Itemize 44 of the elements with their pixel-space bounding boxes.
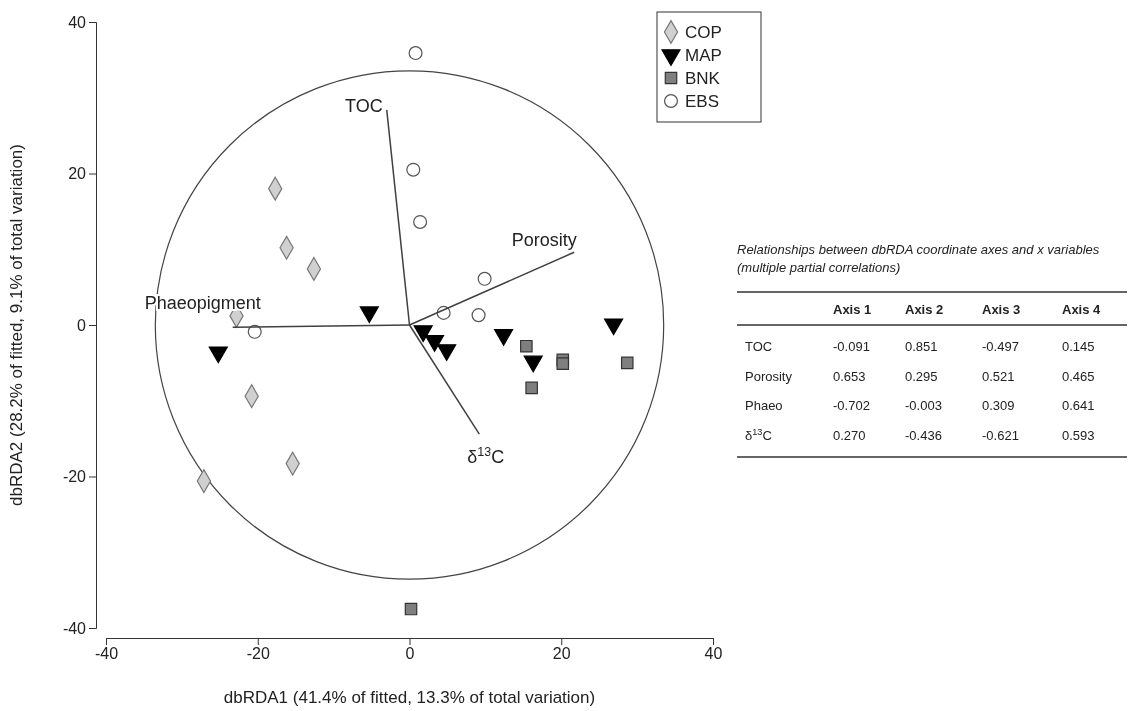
legend-label: COP <box>685 23 722 42</box>
series-label: Porosity <box>511 230 577 251</box>
text: -0.621 <box>982 427 1019 443</box>
text: 0.145 <box>1062 339 1095 354</box>
category-label: TOC <box>745 339 773 354</box>
x-tick-label: -20 <box>246 645 270 663</box>
y-tick-label: -20 <box>62 468 87 486</box>
legend-label: MAP <box>685 46 722 65</box>
category-label: Axis 3 <box>982 302 1021 317</box>
text: 0.465 <box>1062 368 1095 384</box>
text: -0.497 <box>982 339 1019 354</box>
text: 0.593 <box>1062 427 1095 443</box>
category-label: Phaeo <box>745 398 783 413</box>
y-tick-label: -40 <box>62 619 87 637</box>
y-tick-label: 40 <box>68 13 87 31</box>
legend-label: BNK <box>685 69 721 88</box>
text: 0.851 <box>905 339 938 354</box>
text: 0.653 <box>833 368 866 384</box>
text: 0.309 <box>982 398 1015 413</box>
category-label: Axis 1 <box>833 302 872 317</box>
category-label: Axis 2 <box>905 302 944 317</box>
category-label: Axis 4 <box>1062 302 1102 317</box>
text: -0.091 <box>833 339 870 354</box>
category-label: Porosity <box>745 368 792 384</box>
text: 0.295 <box>905 368 938 384</box>
y-axis-title: dbRDA2 (28.2% of fitted, 9.1% of total variation) <box>7 144 26 506</box>
legend-label: EBS <box>685 92 720 111</box>
x-axis-title: dbRDA1 (41.4% of fitted, 13.3% of total variation) <box>223 688 596 707</box>
series-label: δ$^{13}$C <box>467 445 505 468</box>
x-tick-label: 40 <box>704 645 723 663</box>
x-tick-label: 20 <box>552 645 571 663</box>
series-label: TOC <box>345 95 383 116</box>
text: -0.702 <box>833 398 870 413</box>
category-label: δ$^{13}$C <box>745 426 772 443</box>
text: -0.003 <box>905 398 942 413</box>
text: 0.521 <box>982 368 1015 384</box>
text: -0.436 <box>905 427 942 443</box>
x-tick-label: 0 <box>405 645 415 663</box>
y-tick-label: 0 <box>77 316 87 334</box>
text: 0.641 <box>1062 398 1095 413</box>
y-tick-label: 20 <box>68 165 87 183</box>
text: 0.270 <box>833 427 866 443</box>
text: Relationships between dbRDA coordinate axes and x variables (multiple partial correlations) <box>737 242 1100 275</box>
x-tick-label: -40 <box>94 645 119 663</box>
